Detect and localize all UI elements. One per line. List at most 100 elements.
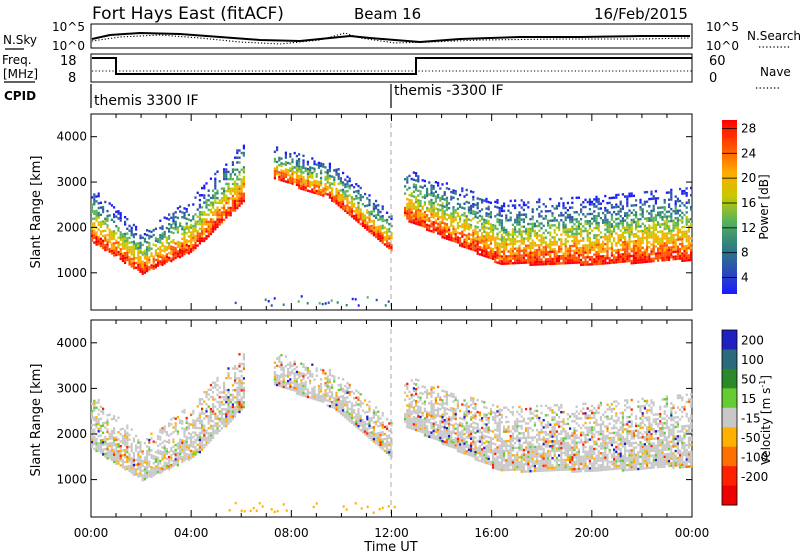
echo-cell bbox=[306, 302, 309, 305]
echo-cell bbox=[355, 219, 358, 222]
echo-cell bbox=[93, 222, 96, 225]
echo-cell bbox=[472, 234, 475, 237]
echo-cell bbox=[322, 163, 325, 166]
echo-cell bbox=[571, 256, 574, 260]
echo-cell bbox=[632, 249, 635, 253]
echo-cell bbox=[527, 206, 530, 209]
echo-cell bbox=[126, 254, 129, 257]
echo-cell bbox=[203, 213, 206, 216]
echo-cell bbox=[657, 211, 660, 214]
echo-cell bbox=[558, 238, 561, 241]
echo-cell bbox=[448, 202, 451, 205]
echo-cell bbox=[690, 246, 693, 250]
echo-cell bbox=[582, 246, 585, 250]
echo-cell bbox=[489, 213, 492, 216]
echo-cell bbox=[181, 242, 184, 245]
echo-cell bbox=[240, 374, 243, 378]
echo-cell bbox=[225, 211, 228, 214]
echo-cell bbox=[273, 169, 276, 173]
echo-cell bbox=[236, 168, 239, 171]
echo-cell bbox=[148, 453, 151, 456]
echo-cell bbox=[216, 223, 219, 226]
echo-cell bbox=[584, 249, 587, 252]
echo-cell bbox=[370, 212, 373, 216]
echo-cell bbox=[238, 149, 241, 152]
echo-cell bbox=[104, 217, 107, 220]
echo-cell bbox=[295, 169, 298, 172]
echo-cell bbox=[113, 458, 116, 461]
echo-cell bbox=[132, 466, 135, 469]
echo-cell bbox=[227, 187, 230, 190]
echo-cell bbox=[135, 449, 138, 452]
echo-cell bbox=[408, 201, 411, 204]
echo-cell bbox=[240, 389, 243, 392]
echo-cell bbox=[439, 199, 442, 202]
echo-cell bbox=[234, 415, 237, 418]
echo-cell bbox=[198, 239, 201, 243]
echo-cell bbox=[324, 382, 327, 385]
echo-cell bbox=[531, 263, 534, 266]
echo-cell bbox=[509, 254, 512, 258]
echo-cell bbox=[93, 224, 96, 227]
echo-cell bbox=[346, 396, 349, 399]
echo-cell bbox=[668, 236, 671, 240]
echo-cell bbox=[606, 237, 609, 241]
echo-cell bbox=[531, 208, 534, 211]
echo-cell bbox=[377, 439, 380, 442]
echo-cell bbox=[615, 258, 618, 262]
echo-cell bbox=[309, 173, 312, 176]
echo-cell bbox=[461, 235, 464, 238]
echo-cell bbox=[417, 216, 420, 219]
echo-cell bbox=[126, 258, 129, 262]
echo-cell bbox=[141, 262, 144, 266]
echo-cell bbox=[604, 194, 607, 198]
echo-cell bbox=[328, 186, 331, 190]
echo-cell bbox=[668, 229, 671, 233]
echo-cell bbox=[608, 232, 611, 236]
echo-cell bbox=[467, 208, 470, 212]
echo-cell bbox=[137, 458, 140, 461]
echo-cell bbox=[163, 447, 166, 450]
echo-cell bbox=[150, 470, 153, 474]
echo-cell bbox=[287, 370, 290, 373]
echo-cell bbox=[434, 200, 437, 203]
echo-cell bbox=[560, 238, 563, 241]
echo-cell bbox=[483, 218, 486, 221]
echo-cell bbox=[333, 406, 336, 409]
echo-cell bbox=[586, 253, 589, 257]
echo-cell bbox=[597, 241, 600, 244]
echo-cell bbox=[203, 438, 206, 442]
echo-cell bbox=[348, 179, 351, 183]
echo-cell bbox=[97, 442, 100, 445]
echo-cell bbox=[518, 261, 521, 265]
echo-cell bbox=[201, 227, 204, 231]
echo-cell bbox=[685, 216, 688, 219]
echo-cell bbox=[558, 262, 561, 265]
echo-cell bbox=[439, 196, 442, 200]
echo-cell bbox=[432, 194, 435, 198]
echo-cell bbox=[198, 412, 201, 415]
echo-cell bbox=[117, 250, 120, 254]
echo-cell bbox=[174, 417, 177, 420]
echo-cell bbox=[135, 228, 138, 231]
echo-cell bbox=[212, 228, 215, 231]
echo-cell bbox=[190, 440, 193, 443]
echo-cell bbox=[659, 211, 662, 214]
echo-cell bbox=[298, 393, 301, 396]
echo-cell bbox=[342, 205, 345, 208]
echo-cell bbox=[514, 242, 517, 246]
echo-cell bbox=[220, 201, 223, 205]
echo-cell bbox=[613, 261, 616, 264]
echo-cell bbox=[102, 453, 105, 456]
echo-cell bbox=[665, 227, 668, 230]
echo-cell bbox=[121, 466, 124, 469]
echo-cell bbox=[157, 466, 160, 469]
echo-cell bbox=[461, 233, 464, 236]
echo-cell bbox=[520, 254, 523, 257]
echo-cell bbox=[124, 429, 127, 433]
echo-cell bbox=[496, 242, 499, 245]
echo-cell bbox=[278, 171, 281, 174]
echo-cell bbox=[126, 424, 129, 427]
echo-cell bbox=[595, 222, 598, 225]
echo-cell bbox=[538, 260, 541, 264]
